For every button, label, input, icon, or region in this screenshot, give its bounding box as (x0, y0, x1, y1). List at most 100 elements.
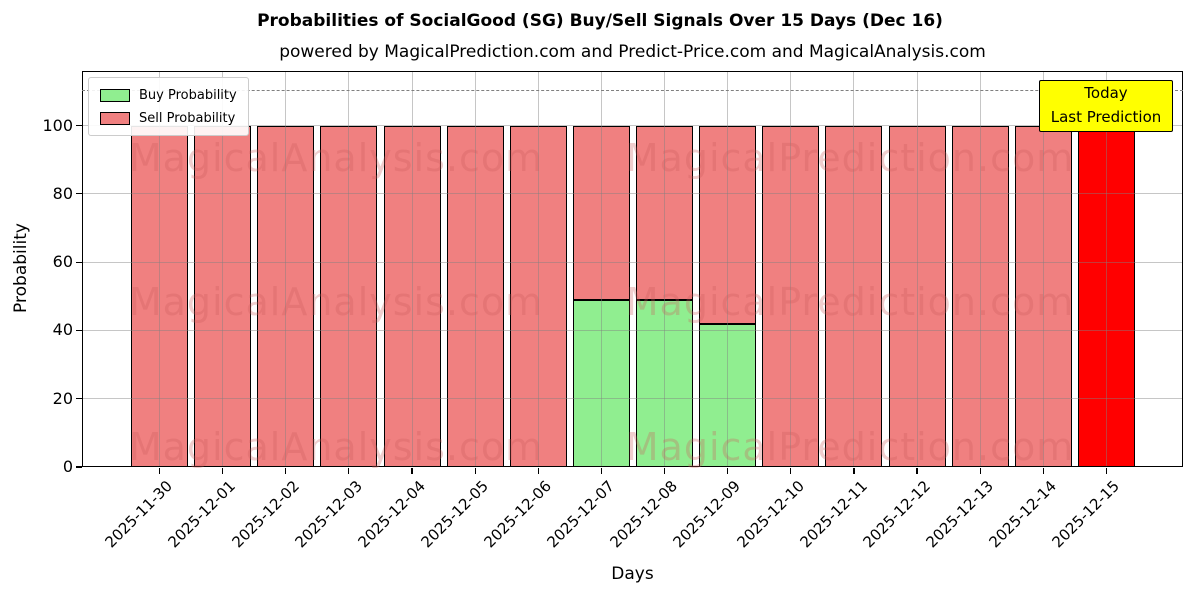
x-tick-label: 2025-11-30 (101, 477, 177, 552)
y-tick-label: 80 (52, 183, 73, 203)
gridline-v (1042, 71, 1044, 467)
x-tick-label: 2025-12-07 (543, 477, 619, 552)
x-tick-label: 2025-12-04 (354, 477, 429, 552)
x-tick-label: 2025-12-15 (1048, 477, 1124, 552)
x-tick-mark (411, 468, 413, 474)
watermark-text: MagicalAnalysis.com (128, 280, 544, 324)
watermark-text: MagicalAnalysis.com (128, 425, 544, 469)
bar-segment-sell (572, 125, 630, 300)
x-tick-mark (474, 468, 476, 474)
today-annotation-line2: Last Prediction (1050, 108, 1162, 126)
gridline-v (664, 71, 666, 467)
bar-segment-sell (951, 125, 1009, 467)
bar-segment-buy (699, 323, 757, 467)
y-tick-label: 60 (52, 252, 73, 272)
x-tick-mark (663, 468, 666, 474)
bar-segment-sell (1014, 125, 1072, 467)
y-tick-mark (76, 125, 82, 127)
gridline-v (159, 71, 160, 467)
gridline-v (790, 71, 792, 467)
x-axis-label: Days (611, 564, 654, 584)
today-annotation: Today Last Prediction (1039, 80, 1173, 132)
y-tick-label: 0 (62, 457, 73, 476)
x-tick-label: 2025-12-06 (480, 477, 556, 552)
x-tick-mark (916, 468, 918, 474)
y-tick-label: 100 (42, 115, 73, 135)
x-tick-mark (1105, 468, 1108, 474)
gridline-v (285, 71, 287, 467)
threshold-dashed-line (82, 90, 1183, 92)
x-tick-label: 2025-12-14 (985, 477, 1061, 552)
x-tick-mark (600, 468, 602, 474)
gridline-v (853, 71, 855, 467)
bar-segment-sell (383, 125, 441, 467)
bar-segment-sell (636, 125, 694, 300)
x-tick-mark (222, 468, 224, 474)
today-annotation-line1: Today (1084, 84, 1128, 102)
y-tick-mark (76, 466, 82, 468)
watermark-text: MagicalPrediction.com (625, 280, 1075, 324)
y-tick-mark (76, 398, 82, 400)
x-tick-label: 2025-12-03 (291, 477, 366, 552)
x-tick-label: 2025-12-12 (859, 477, 934, 552)
gridline-v (411, 71, 413, 467)
legend-label-buy: Buy Probability (139, 87, 237, 103)
bar-segment-sell (825, 125, 883, 467)
watermark-text: MagicalPrediction.com (625, 136, 1075, 180)
gridline-v (348, 71, 350, 467)
sell-probability-swatch (100, 111, 130, 125)
y-tick-mark (76, 193, 82, 195)
legend-item-sell: Sell Probability (100, 108, 237, 128)
x-tick-mark (727, 468, 729, 474)
bar-segment-sell (509, 125, 567, 467)
x-tick-label: 2025-12-02 (228, 477, 303, 552)
gridline-h (82, 398, 1183, 400)
gridline-v (1105, 71, 1107, 467)
y-tick-label: 20 (52, 388, 73, 408)
chart-title: Probabilities of SocialGood (SG) Buy/Sel… (257, 11, 943, 31)
x-tick-label: 2025-12-09 (670, 477, 745, 552)
watermark-text: MagicalPrediction.com (625, 425, 1075, 469)
x-tick-mark (979, 468, 981, 474)
bar-segment-buy (636, 299, 694, 467)
legend-item-buy: Buy Probability (100, 85, 237, 105)
y-axis-label: Probability (11, 223, 31, 313)
bar-segment-buy (572, 299, 630, 467)
x-tick-label: 2025-12-01 (164, 477, 240, 552)
x-tick-label: 2025-12-11 (796, 477, 871, 552)
y-tick-label: 40 (52, 320, 73, 340)
legend: Buy Probability Sell Probability (88, 77, 249, 136)
bar-segment-sell (888, 125, 946, 467)
gridline-v (979, 71, 981, 467)
gridline-h (82, 261, 1183, 263)
gridline-v (916, 71, 918, 467)
gridline-v (474, 71, 476, 467)
legend-label-sell: Sell Probability (139, 110, 236, 126)
chart-subtitle: powered by MagicalPrediction.com and Pre… (279, 42, 986, 62)
x-tick-mark (790, 468, 792, 474)
gridline-h (82, 329, 1183, 331)
bar-segment-sell (194, 125, 252, 467)
y-tick-mark (76, 329, 82, 332)
x-tick-mark (1042, 468, 1044, 474)
x-tick-mark (853, 468, 855, 474)
bar-segment-sell (762, 125, 820, 467)
x-tick-mark (285, 468, 287, 474)
y-tick-mark (76, 261, 82, 263)
bar-segment-sell (446, 125, 504, 467)
buy-probability-swatch (100, 88, 130, 102)
x-tick-label: 2025-12-10 (733, 477, 808, 552)
bar-segment-sell (699, 125, 757, 324)
gridline-h (82, 193, 1183, 195)
x-tick-mark (348, 468, 350, 474)
x-tick-label: 2025-12-13 (922, 477, 997, 552)
gridline-v (600, 71, 602, 467)
x-tick-label: 2025-12-05 (417, 477, 492, 552)
x-tick-mark (158, 468, 161, 474)
watermark-text: MagicalAnalysis.com (128, 136, 544, 180)
x-tick-mark (537, 468, 539, 474)
gridline-v (727, 71, 729, 467)
bar-segment-today (1077, 125, 1135, 467)
gridline-h (82, 125, 1183, 127)
